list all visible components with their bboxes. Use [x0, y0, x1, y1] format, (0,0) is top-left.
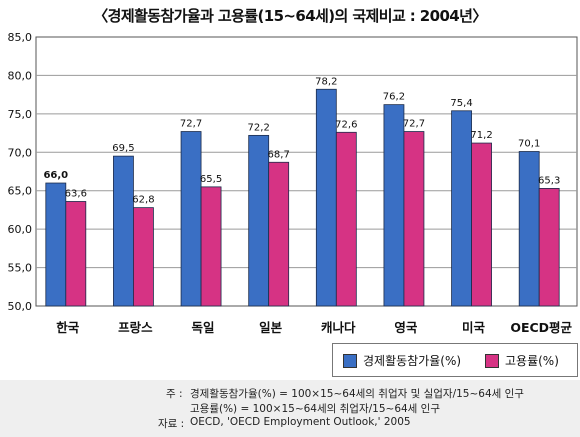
bar-participation [518, 151, 540, 307]
data-label: 78,2 [315, 76, 337, 87]
x-tick-label: 미국 [462, 320, 486, 335]
data-label: 68,7 [268, 149, 290, 160]
bar-participation [248, 134, 270, 307]
data-label: 72,7 [403, 119, 425, 130]
data-label: 72,6 [335, 119, 357, 130]
y-tick-label: 65,0 [8, 185, 33, 198]
x-tick-label: 프랑스 [118, 320, 153, 335]
bar-participation [45, 182, 67, 307]
data-label: 65,3 [538, 175, 560, 186]
note-line-2: 고용률(%) = 100×15~64세의 취업자/15~64세 인구 [190, 403, 440, 415]
data-label: 70,1 [518, 139, 540, 150]
bar-participation [180, 131, 202, 307]
y-tick-label: 55,0 [8, 262, 33, 275]
y-tick-label: 60,0 [8, 223, 33, 236]
bar-employment [65, 201, 87, 307]
data-label: 72,7 [180, 119, 202, 130]
data-label: 65,5 [200, 174, 222, 185]
note-line-1: 경제활동참가율(%) = 100×15~64세의 취업자 및 실업자/15~64… [190, 388, 524, 400]
x-tick-label: 영국 [394, 320, 418, 335]
bar-chart: 50,0 55,0 60,0 65,0 70,0 75,0 80,0 85,0 66,0 63,6… [8, 31, 578, 335]
data-label: 69,5 [112, 143, 134, 154]
legend-item-employment: 고용률(%) [485, 352, 559, 369]
y-tick-label: 75,0 [8, 108, 33, 121]
y-tick-label: 50,0 [8, 300, 33, 313]
bar-participation [451, 110, 472, 307]
bar-participation [113, 155, 134, 307]
x-tick-label: 독일 [192, 320, 215, 335]
bar-employment [538, 188, 560, 307]
bar-employment [403, 131, 425, 307]
data-label: 63,6 [65, 188, 87, 199]
bar-employment [200, 186, 222, 307]
participation-swatch [343, 353, 357, 368]
source-text: OECD, 'OECD Employment Outlook,' 2005 [190, 416, 411, 428]
x-tick-label: 캐나다 [321, 320, 356, 335]
x-tick-label: 한국 [56, 320, 80, 335]
data-label: 66,0 [43, 170, 68, 181]
data-label: 72,2 [248, 122, 270, 133]
bar-participation [383, 104, 405, 307]
data-label: 76,2 [383, 92, 405, 103]
note-prefix: 주 : [166, 388, 183, 400]
data-label: 75,4 [450, 98, 472, 109]
bar-employment [471, 142, 492, 307]
legend-item-participation: 경제활동참가율(%) [343, 352, 461, 369]
x-tick-label: 일본 [259, 320, 283, 335]
notes-panel: 주 : 경제활동참가율(%) = 100×15~64세의 취업자 및 실업자/1… [0, 380, 580, 437]
data-label: 71,2 [470, 130, 492, 141]
legend-label-participation: 경제활동참가율(%) [363, 354, 462, 368]
chart-title: 〈경제활동참가율과 고용률(15~64세)의 국제비교 : 2004년〉 [93, 7, 487, 25]
bar-employment [268, 161, 290, 307]
bar-employment [133, 207, 154, 307]
y-tick-label: 85,0 [8, 31, 33, 44]
legend-label-employment: 고용률(%) [505, 354, 559, 368]
employment-swatch [485, 353, 499, 368]
legend: 경제활동참가율(%) 고용률(%) [332, 343, 578, 377]
data-label: 62,8 [132, 195, 154, 206]
y-tick-label: 70,0 [8, 146, 33, 159]
y-tick-label: 80,0 [8, 69, 33, 82]
bar-participation [315, 88, 337, 307]
x-tick-label: OECD평균 [510, 320, 572, 335]
bar-employment [335, 131, 357, 307]
source-prefix: 자료 : [158, 418, 185, 430]
